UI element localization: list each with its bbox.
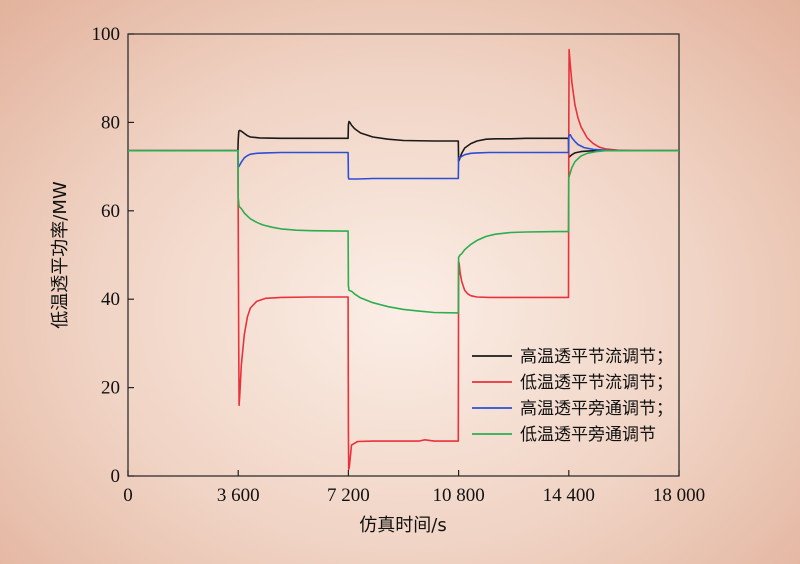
y-tick-label: 0 — [111, 466, 121, 487]
legend-label-4: 低温透平旁通调节 — [520, 425, 656, 445]
x-tick-label: 18 000 — [653, 485, 705, 506]
series-lines — [128, 48, 679, 471]
x-tick-label: 0 — [123, 485, 133, 506]
x-tick-label: 7 200 — [327, 485, 370, 506]
legend-label-1: 高温透平节流调节； — [520, 347, 673, 367]
x-tick-label: 14 400 — [543, 485, 595, 506]
axes: 0 3 600 7 200 10 800 14 400 18 000 0 20 40 60 80 10… — [92, 24, 706, 506]
x-axis-title: 仿真时间/s — [359, 515, 446, 536]
x-tick-label: 3 600 — [217, 485, 260, 506]
y-tick-label: 40 — [101, 289, 120, 310]
legend: 高温透平节流调节； 低温透平节流调节； 高温透平旁通调节； 低温透平旁通调节 — [472, 347, 673, 445]
series-line-4 — [128, 149, 679, 314]
plot-frame — [127, 33, 680, 477]
x-tick-label: 10 800 — [432, 485, 484, 506]
legend-label-3: 高温透平旁通调节； — [520, 399, 673, 419]
y-axis-title: 低温透平功率/MW — [50, 181, 71, 329]
series-line-1 — [128, 120, 679, 163]
series-line-3 — [128, 134, 679, 180]
y-tick-label: 80 — [101, 112, 120, 133]
y-tick-label: 60 — [101, 201, 120, 222]
y-tick-label: 100 — [92, 24, 121, 45]
legend-label-2: 低温透平节流调节； — [520, 373, 673, 393]
y-tick-label: 20 — [101, 378, 120, 399]
